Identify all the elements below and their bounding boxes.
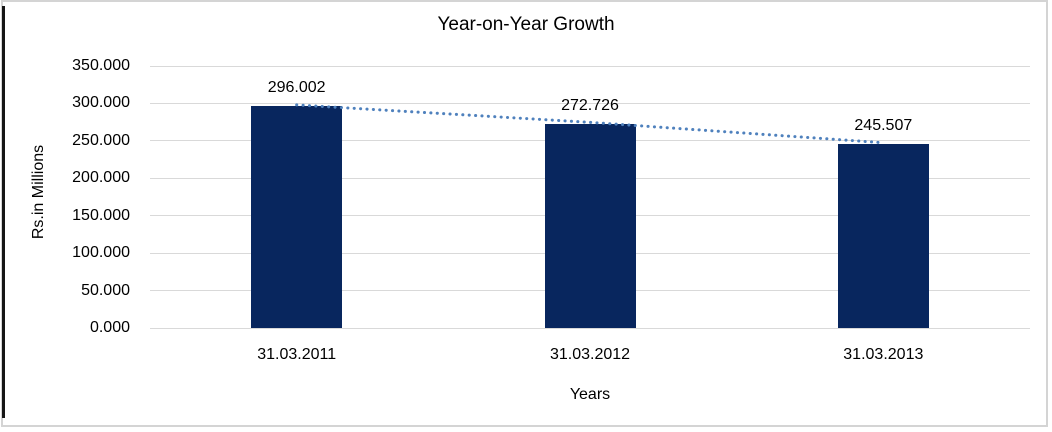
- y-axis-tick-label: 0.000: [89, 319, 130, 336]
- y-axis-tick-label: 100.000: [72, 244, 130, 262]
- y-axis-tick-label: 250.000: [72, 131, 130, 149]
- data-label: 296.002: [267, 79, 326, 97]
- bar-31.03.2012: [544, 123, 636, 328]
- x-axis-tick-label: 31.03.2013: [843, 346, 924, 363]
- bar-31.03.2013: [837, 144, 929, 328]
- y-axis-tick-label: 300.000: [72, 94, 130, 112]
- data-label: 245.507: [854, 117, 913, 135]
- x-axis-title: Years: [569, 386, 611, 403]
- y-axis-tick-label: 200.000: [72, 169, 130, 187]
- data-label: 272.726: [561, 96, 619, 114]
- chart-title: Year-on-Year Growth: [437, 14, 615, 35]
- gridline: [150, 65, 1030, 67]
- y-axis-tick-label: 50.000: [81, 281, 130, 299]
- gridline: [150, 327, 1030, 329]
- y-axis-tick-label: 150.000: [72, 206, 130, 224]
- bar-31.03.2011: [251, 106, 343, 328]
- x-axis-tick-label: 31.03.2011: [257, 346, 337, 363]
- left-edge-rule: [2, 6, 5, 418]
- x-axis-tick-label: 31.03.2012: [549, 346, 631, 363]
- y-axis-tick-label: 350.000: [72, 57, 130, 74]
